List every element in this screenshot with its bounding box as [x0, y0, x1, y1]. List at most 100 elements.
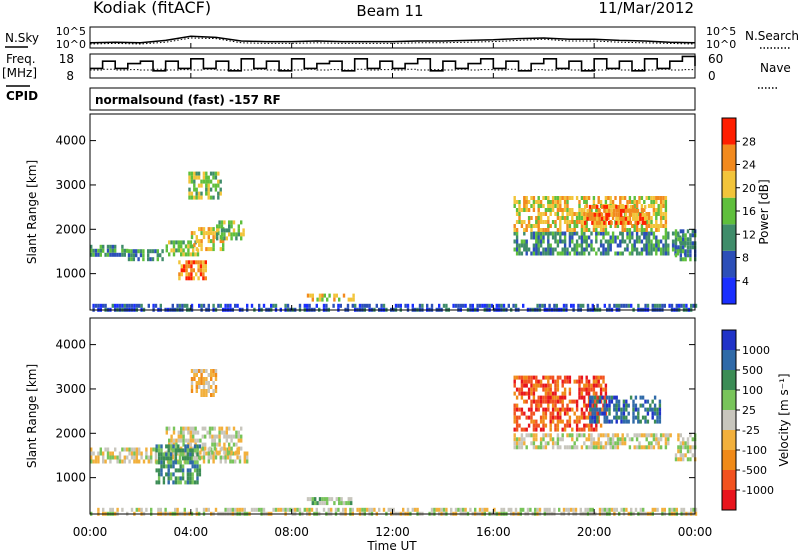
velocity-cell [196, 468, 199, 473]
noise-left-tick-high: 10^5 [56, 25, 86, 38]
velocity-cell [645, 437, 648, 442]
velocity-cell [539, 395, 543, 400]
velocity-cell [155, 460, 158, 465]
velocity-cell [406, 507, 410, 512]
power-cell [559, 208, 562, 212]
power-cell [539, 228, 543, 232]
noise-right-tick-high: 10^5 [706, 25, 736, 38]
velocity-cell [195, 369, 198, 373]
power-cell [682, 257, 685, 262]
power-cell [135, 249, 138, 254]
velocity-cell [181, 464, 185, 469]
velocity-cell [535, 403, 538, 408]
velocity-cell [578, 427, 581, 432]
velocity-cell [154, 455, 158, 460]
velocity-cell [152, 447, 155, 452]
power-cell [272, 303, 275, 308]
power-cell [530, 216, 533, 220]
power-cell [481, 303, 484, 308]
power-cell [207, 239, 210, 244]
velocity-cell [603, 419, 606, 424]
power-cell [590, 239, 593, 244]
power-cell [636, 208, 640, 213]
velocity-cell [566, 423, 569, 428]
velocity-cell [566, 403, 569, 408]
velocity-cell [133, 459, 136, 464]
velocity-cell [520, 395, 524, 400]
power-cell [542, 239, 545, 244]
velocity-cell [518, 437, 521, 442]
velocity-cell [591, 407, 594, 412]
power-cell [325, 303, 328, 308]
velocity-cell [314, 497, 317, 502]
power-cell [604, 224, 608, 228]
velocity-cell [539, 437, 543, 442]
power-cell [588, 204, 592, 209]
power-cell [599, 228, 603, 232]
power-cell [198, 227, 201, 232]
power-cell [623, 228, 627, 232]
velocity-cell [157, 472, 161, 477]
power-cell [631, 224, 634, 228]
power-cell [361, 303, 364, 308]
power-cell [235, 232, 238, 237]
power-cell [691, 241, 694, 246]
power-cell [580, 216, 584, 220]
power-cell [202, 260, 205, 265]
power-cell [595, 228, 598, 232]
velocity-cell [192, 438, 195, 443]
power-cell [593, 220, 596, 225]
power-cell [525, 228, 528, 232]
power-cell [542, 212, 545, 216]
velocity-cell [585, 391, 588, 396]
power-cell [204, 260, 207, 265]
power-cell [626, 231, 629, 236]
velocity-cell [212, 373, 215, 377]
velocity-cell [567, 507, 570, 512]
power-cell [549, 204, 552, 208]
velocity-cell [123, 447, 126, 452]
power-cell [568, 196, 572, 200]
velocity-cell [94, 459, 98, 464]
velocity-cell [601, 411, 604, 416]
velocity-cell [525, 379, 528, 384]
power-cell [603, 208, 606, 213]
velocity-cell [568, 445, 572, 450]
power-cell [571, 216, 574, 220]
power-cell [214, 171, 218, 176]
power-cell [457, 303, 460, 308]
power-cell [90, 244, 93, 249]
power-cell [575, 224, 579, 228]
power-cell [647, 216, 651, 220]
power-cell [190, 268, 193, 273]
power-cell [547, 224, 550, 228]
power-cell [190, 303, 194, 308]
power-cell [121, 252, 124, 257]
power-cell [607, 216, 610, 220]
power-cell [469, 303, 472, 308]
power-cell [421, 303, 424, 308]
power-cell [523, 231, 526, 236]
power-cell [219, 239, 222, 244]
velocity-cell [435, 507, 438, 512]
velocity-cell [580, 415, 584, 420]
power-cell [627, 216, 630, 221]
power-cell [194, 240, 197, 245]
power-cell [539, 251, 543, 256]
velocity-cell [658, 399, 662, 404]
velocity-cell [176, 507, 179, 512]
velocity-cell [646, 419, 650, 424]
power-cell [542, 231, 545, 236]
velocity-cell [556, 387, 560, 392]
power-cell [547, 235, 550, 240]
power-cell [566, 200, 569, 204]
velocity-cell [587, 433, 591, 438]
velocity-cell [682, 453, 685, 458]
velocity-cell [525, 391, 528, 396]
velocity-cell [610, 419, 614, 424]
velocity-cell [168, 426, 171, 431]
power-cell [549, 200, 552, 204]
power-cell [568, 235, 572, 240]
velocity-cell [597, 437, 600, 442]
